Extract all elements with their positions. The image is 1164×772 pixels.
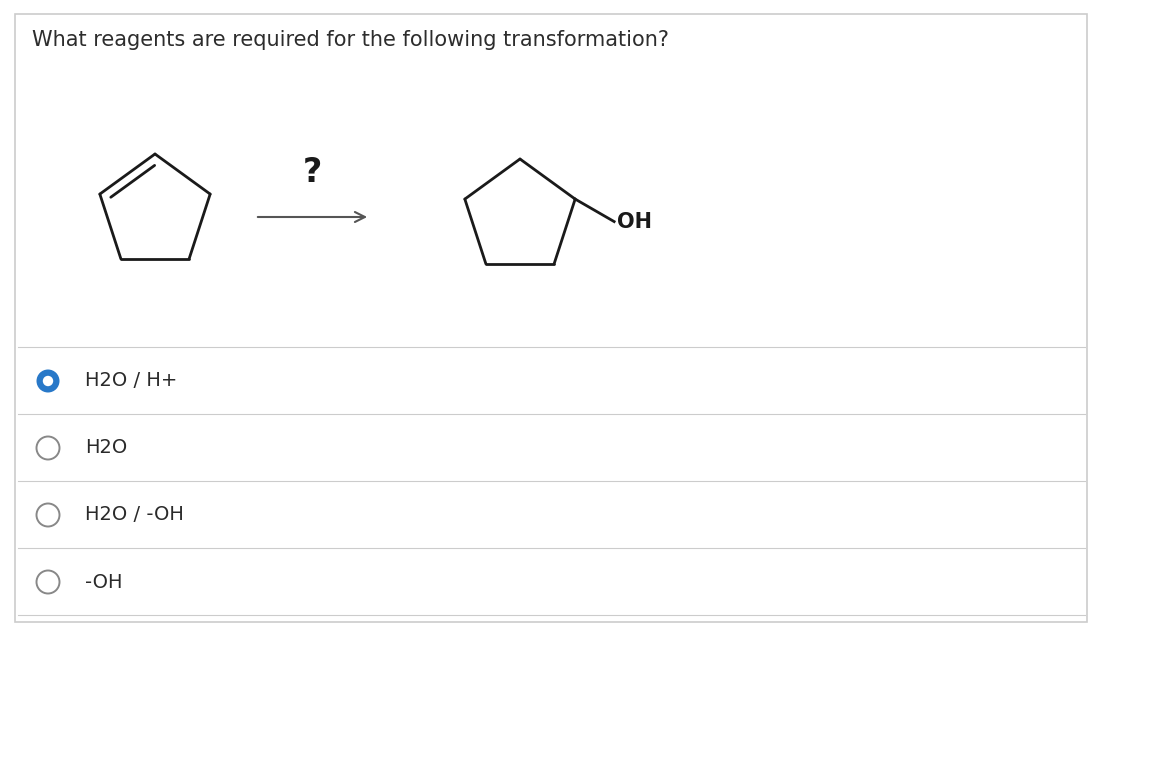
Text: ?: ?: [303, 156, 322, 189]
Text: OH: OH: [617, 212, 652, 232]
Circle shape: [36, 370, 59, 392]
Text: H2O / H+: H2O / H+: [85, 371, 177, 391]
Text: H2O: H2O: [85, 438, 127, 458]
Circle shape: [43, 376, 54, 386]
Text: What reagents are required for the following transformation?: What reagents are required for the follo…: [31, 30, 669, 50]
Text: H2O / -OH: H2O / -OH: [85, 506, 184, 524]
Text: -OH: -OH: [85, 573, 122, 591]
Bar: [15, 14, 1087, 622]
